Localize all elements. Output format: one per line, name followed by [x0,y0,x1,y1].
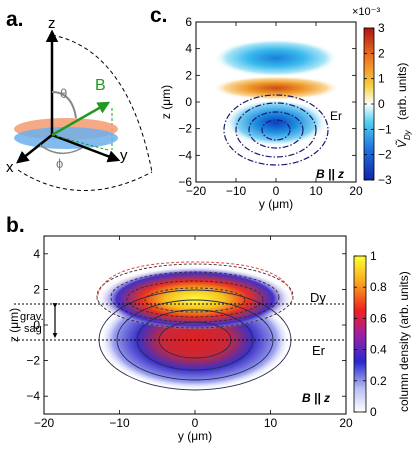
grav-sag-line1: grav. [20,311,44,323]
y-tick-label: 4 [33,247,40,261]
y-tick-label: −4 [178,148,192,162]
field-annotation-b: B || z [302,391,330,405]
x-axis-label: y (μm) [259,197,293,211]
colorbar-tick-label: 0 [378,97,385,111]
colorbar-tick-label: 2 [378,46,385,60]
panel-c-label: c. [150,4,168,27]
colorbar-tick-label: 3 [378,21,385,35]
phi-label: ϕ [56,156,63,171]
x-axis [16,134,53,164]
dy-contours-b [96,263,294,329]
blue-disc [14,127,118,149]
colorbar-c-label-rest: (arb. units) [395,63,409,120]
er-label-b: Er [312,343,326,358]
colorbar-tick-label: −3 [378,173,392,187]
colorbar-tick-label: 0.4 [370,343,387,357]
dy-label-b: Dy [310,290,326,305]
x-tick-label: −10 [109,416,130,430]
colorbar-b-ticks: 0 0.2 0.4 0.6 0.8 1 [354,249,387,419]
theta-arc [51,91,77,119]
dy-cloud [97,263,293,329]
y-axis-label: z (μm) [159,85,173,119]
y-tick-label: −2 [178,122,192,136]
colorbar-tick-label: −2 [378,148,392,162]
colorbar-b [353,255,367,413]
panel-a: a. z x y B θ ϕ [6,8,153,191]
b-field-vector [51,101,111,137]
x-tick-label: 10 [309,184,323,198]
z-axis-label: z [48,15,56,32]
colorbar-tick-label: 0.2 [370,374,387,388]
y-axis-label: z (μm) [7,308,21,342]
lobe-middle-positive [212,76,340,100]
colorbar-tick-label: 1 [378,72,385,86]
lobe-bottom-negative [224,101,328,149]
er-contour [248,111,304,149]
colorbar-tick-label: −1 [378,122,392,136]
panel-b-label: b. [6,214,25,237]
x-tick-label: −20 [34,416,55,430]
x-tick-label: −10 [226,184,247,198]
colorbar-tick-label: 0.6 [370,311,387,325]
colorbar-tick-label: 0 [370,405,377,419]
er-label-c: Er [330,109,342,123]
dashed-sphere-arc-2 [17,169,153,191]
x-axis-label: y (μm) [178,429,212,443]
y-tick-label: 0 [33,318,40,332]
y-tick-label: 4 [185,42,192,56]
y-axis [51,133,121,163]
er-contour-b [136,309,254,371]
colorbar-c-exponent: ×10⁻³ [352,6,380,18]
colorbar-c-ticks: −3 −2 −1 0 1 2 3 [364,21,392,187]
y-axis-label: y [120,147,128,164]
theta-label: θ [60,86,67,101]
x-tick-label: 0 [192,416,199,430]
colorbar-tick-label: 0.8 [370,280,387,294]
x-tick-label: 0 [273,184,280,198]
dashed-sphere-arc [51,34,153,173]
colorbar-tick-label: 1 [370,249,377,263]
b-field-label: B [95,77,106,94]
dy-contour-b [110,271,280,323]
grav-sag-line2: sag [24,323,42,335]
panel-b: b. −20 −1 [6,214,411,443]
x-tick-label: 20 [339,416,353,430]
er-contour [235,102,317,158]
y-tick-label: −2 [26,354,40,368]
field-annotation-c: B || z [316,167,344,181]
colorbar-b-label: column density (arb. units) [397,271,411,412]
colorbar-c-label-sub: Dy [403,129,412,140]
er-contour [223,94,329,166]
colorbar-c-label: Ṽ Dy (arb. units) [395,63,412,148]
colorbar-c-label-main: Ṽ [395,139,409,148]
panel-a-label: a. [6,8,24,31]
phi-arc [39,144,83,154]
y-tick-label: −4 [26,389,40,403]
x-tick-label: 20 [349,184,363,198]
y-tick-label: 2 [185,68,192,82]
x-tick-label: 10 [264,416,278,430]
er-contour [261,119,291,141]
y-tick-label: 6 [185,15,192,29]
dy-contour-b [96,263,294,329]
er-contours [223,94,329,166]
y-tick-label: 2 [33,282,40,296]
x-tick-label: −20 [186,184,207,198]
y-tick-label: 0 [185,95,192,109]
y-tick-label: −6 [178,175,192,189]
dy-contour-b [144,287,246,313]
lobe-top-negative [214,39,338,77]
x-axis-label: x [6,159,14,176]
er-contour-b [116,299,274,381]
dy-contour-b [126,280,264,318]
